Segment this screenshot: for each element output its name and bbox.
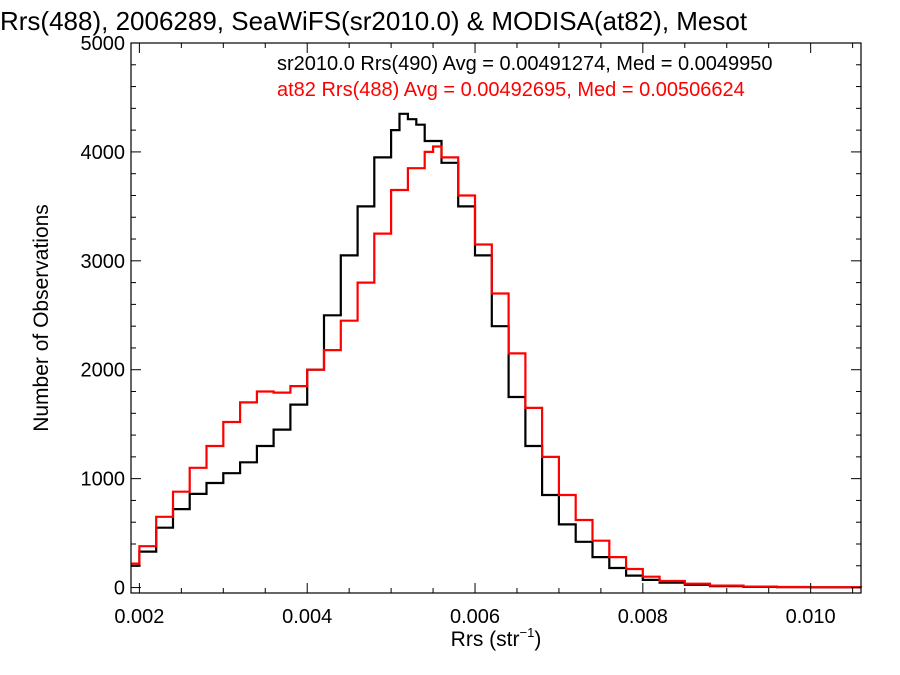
x-tick-label-3: 0.008 [618,606,668,628]
x-axis-label-superscript: −1 [520,625,535,640]
y-tick-label-1: 1000 [81,469,126,491]
y-tick-label-0: 0 [114,578,125,600]
y-tick-label-4: 4000 [81,142,126,164]
series-line-0 [131,112,863,589]
x-tick-label-4: 0.010 [786,606,836,628]
x-axis-label-end: ) [534,628,541,651]
ticks-layer: 0.002 0.004 0.006 0.008 0.010 0 1000 2000 3000 40… [81,33,861,628]
x-axis-label-main: Rrs (str [451,628,520,651]
y-tick-label-5: 5000 [81,33,126,55]
chart-title: Rrs(488), 2006289, SeaWiFS(sr2010.0) & M… [0,6,748,36]
legend-entry-at82: at82 Rrs(488) Avg = 0.00492695, Med = 0.… [277,79,745,101]
y-axis-label: Number of Observations [30,204,53,432]
legend: sr2010.0 Rrs(490) Avg = 0.00491274, Med … [277,53,773,101]
y-tick-label-2: 2000 [81,360,126,382]
x-tick-label-1: 0.004 [282,606,332,628]
legend-entry-sr2010: sr2010.0 Rrs(490) Avg = 0.00491274, Med … [277,53,773,75]
plot-frame [130,42,862,594]
series-line-1 [131,145,863,589]
x-tick-label-0: 0.002 [114,606,164,628]
x-tick-label-2: 0.006 [450,606,500,628]
x-axis-label: Rrs (str−1) [451,625,542,651]
y-tick-label-3: 3000 [81,251,126,273]
series-layer [131,112,863,589]
